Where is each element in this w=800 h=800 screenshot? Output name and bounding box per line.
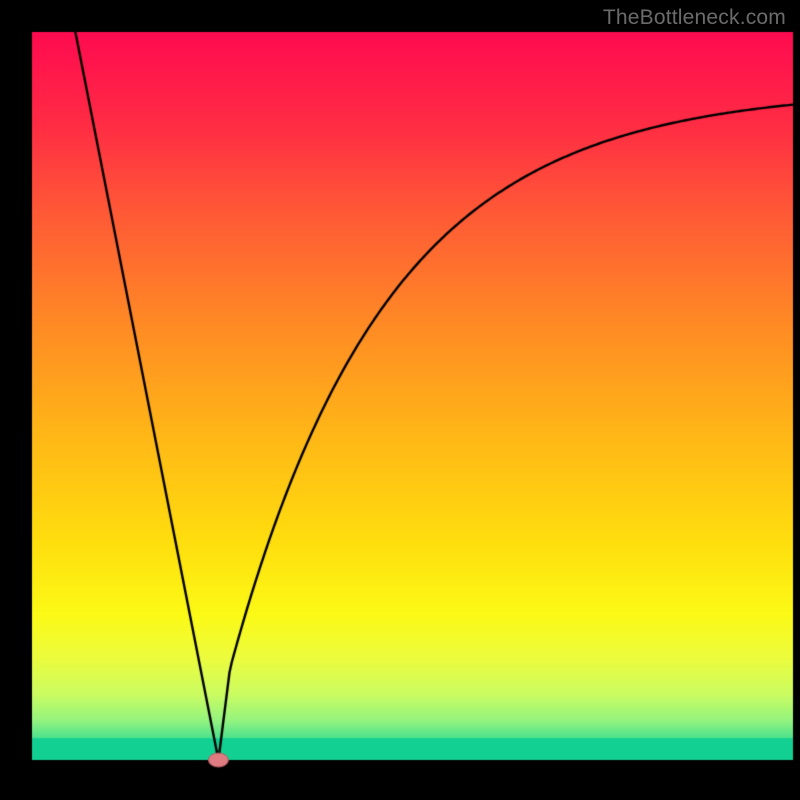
watermark-label: TheBottleneck.com	[603, 6, 786, 30]
bottleneck-curve-plot	[0, 0, 800, 800]
